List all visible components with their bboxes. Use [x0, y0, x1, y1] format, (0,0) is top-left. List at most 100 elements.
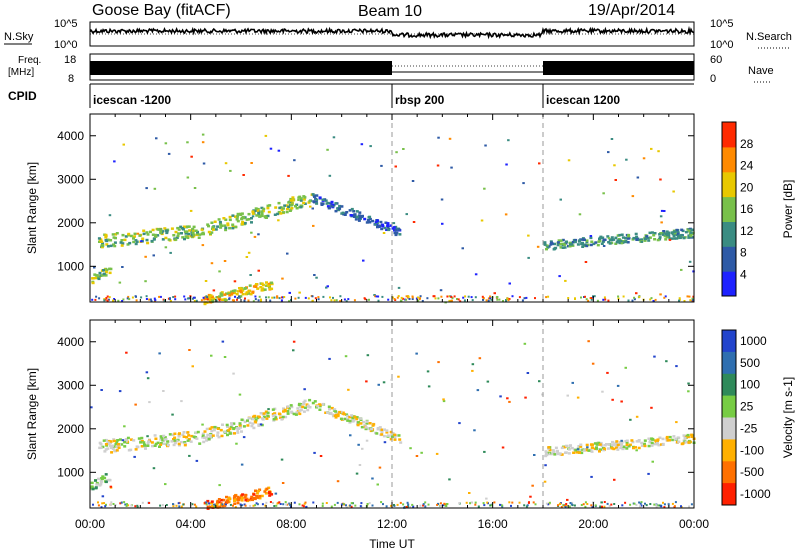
- echo-cell-ground: [284, 501, 287, 504]
- echo-cell-ground: [267, 296, 270, 299]
- echo-cell-sparse: [538, 162, 541, 165]
- echo-cell-3: [270, 281, 274, 284]
- echo-cell-4: [667, 231, 671, 234]
- echo-cell-0: [99, 483, 103, 486]
- echo-cell-4: [599, 448, 602, 451]
- echo-cell-2: [355, 215, 359, 219]
- nave-tick-bottom: 0: [710, 73, 716, 85]
- echo-cell-1: [159, 443, 163, 446]
- echo-cell-1: [113, 439, 116, 443]
- echo-cell-1: [223, 430, 227, 434]
- echo-cell-4: [568, 241, 572, 245]
- echo-cell-1: [288, 209, 292, 212]
- echo-cell-ground: [608, 504, 611, 507]
- echo-cell-1: [179, 440, 183, 444]
- echo-cell-4: [572, 451, 576, 454]
- echo-cell-1: [261, 417, 264, 420]
- echo-cell-ground: [107, 298, 110, 301]
- echo-cell-ground: [617, 297, 620, 300]
- echo-cell-sparse: [487, 297, 491, 300]
- echo-cell-4: [661, 437, 665, 441]
- echo-cell-ground: [457, 298, 460, 301]
- echo-cell-4: [589, 243, 593, 247]
- echo-cell-sparse: [663, 210, 666, 212]
- echo-cell-sparse: [653, 355, 656, 358]
- echo-cell-4: [547, 452, 551, 456]
- echo-cell-ground: [424, 505, 427, 508]
- echo-cell-1: [164, 438, 168, 441]
- echo-cell-ground: [203, 298, 206, 301]
- echo-cell-ground: [232, 504, 234, 507]
- echo-cell-1: [232, 427, 236, 431]
- echo-cell-sparse: [659, 178, 662, 181]
- colorbar-frame: [721, 121, 737, 297]
- echo-cell-4: [607, 443, 611, 446]
- echo-cell-1: [201, 434, 205, 437]
- y-tick-label: 1000: [57, 465, 84, 479]
- echo-cell-ground: [271, 296, 274, 299]
- echo-cell-ground: [523, 504, 526, 507]
- echo-cell-sparse: [450, 166, 453, 169]
- echo-cell-sparse: [399, 299, 403, 302]
- echo-cell-4: [645, 235, 649, 238]
- echo-cell-sparse: [499, 395, 502, 398]
- echo-cell-4: [579, 448, 583, 452]
- echo-cell-0: [104, 270, 108, 274]
- echo-cell-ground: [350, 505, 353, 508]
- echo-cell-1: [161, 238, 165, 241]
- echo-cell-1: [166, 440, 170, 443]
- echo-cell-sparse: [687, 390, 690, 393]
- echo-cell-sparse: [427, 385, 431, 388]
- echo-cell-sparse: [240, 463, 244, 466]
- echo-cell-sparse: [358, 464, 362, 466]
- echo-cell-sparse: [357, 443, 360, 446]
- echo-cell-ground: [610, 503, 613, 506]
- echo-cell-sparse: [675, 421, 678, 424]
- echo-cell-ground: [278, 297, 281, 300]
- echo-cell-4: [668, 237, 672, 240]
- echo-cell-1: [115, 232, 119, 235]
- echo-cell-ground: [621, 504, 624, 507]
- colorbar-cell: [722, 417, 736, 440]
- echo-cell-sparse: [558, 275, 561, 278]
- echo-cell-ground: [571, 501, 574, 504]
- echo-cell-2: [376, 427, 380, 431]
- echo-cell-sparse: [616, 384, 620, 387]
- echo-cell-ground: [339, 295, 342, 298]
- echo-cell-2: [341, 411, 345, 414]
- echo-cell-0: [98, 271, 102, 275]
- echo-cell-ground: [408, 298, 411, 300]
- echo-cell-1: [243, 221, 247, 225]
- echo-cell-1: [194, 229, 198, 232]
- echo-cell-2: [383, 428, 386, 431]
- echo-cell-ground: [590, 297, 593, 299]
- echo-cell-4: [674, 437, 678, 441]
- echo-cell-ground: [660, 505, 663, 508]
- echo-cell-1: [251, 422, 255, 425]
- echo-cell-sparse: [435, 452, 439, 455]
- echo-cell-1: [177, 228, 181, 231]
- echo-cell-4: [625, 439, 629, 442]
- echo-cell-4: [690, 228, 694, 231]
- echo-cell-2: [391, 432, 395, 435]
- echo-cell-4: [689, 231, 693, 234]
- echo-cell-0: [103, 476, 107, 480]
- echo-cell-1: [132, 439, 136, 442]
- echo-cell-sparse: [687, 382, 690, 385]
- echo-cell-1: [262, 207, 266, 211]
- colorbar-cell: [722, 146, 736, 173]
- echo-cell-2: [393, 433, 397, 437]
- colorbar-label: Power [dB]: [781, 180, 795, 239]
- echo-cell-4: [597, 441, 601, 445]
- echo-cell-1: [276, 212, 280, 216]
- echo-cell-3: [233, 502, 237, 505]
- echo-cell-3: [216, 499, 220, 503]
- echo-cell-ground: [368, 502, 371, 505]
- echo-cell-3: [255, 283, 258, 286]
- echo-cell-ground: [482, 502, 485, 505]
- echo-cell-sparse: [242, 436, 246, 439]
- nsky-tick-top: 10^5: [54, 18, 78, 30]
- echo-cell-3: [209, 294, 213, 297]
- echo-cell-4: [673, 231, 677, 235]
- echo-cell-3: [219, 499, 223, 502]
